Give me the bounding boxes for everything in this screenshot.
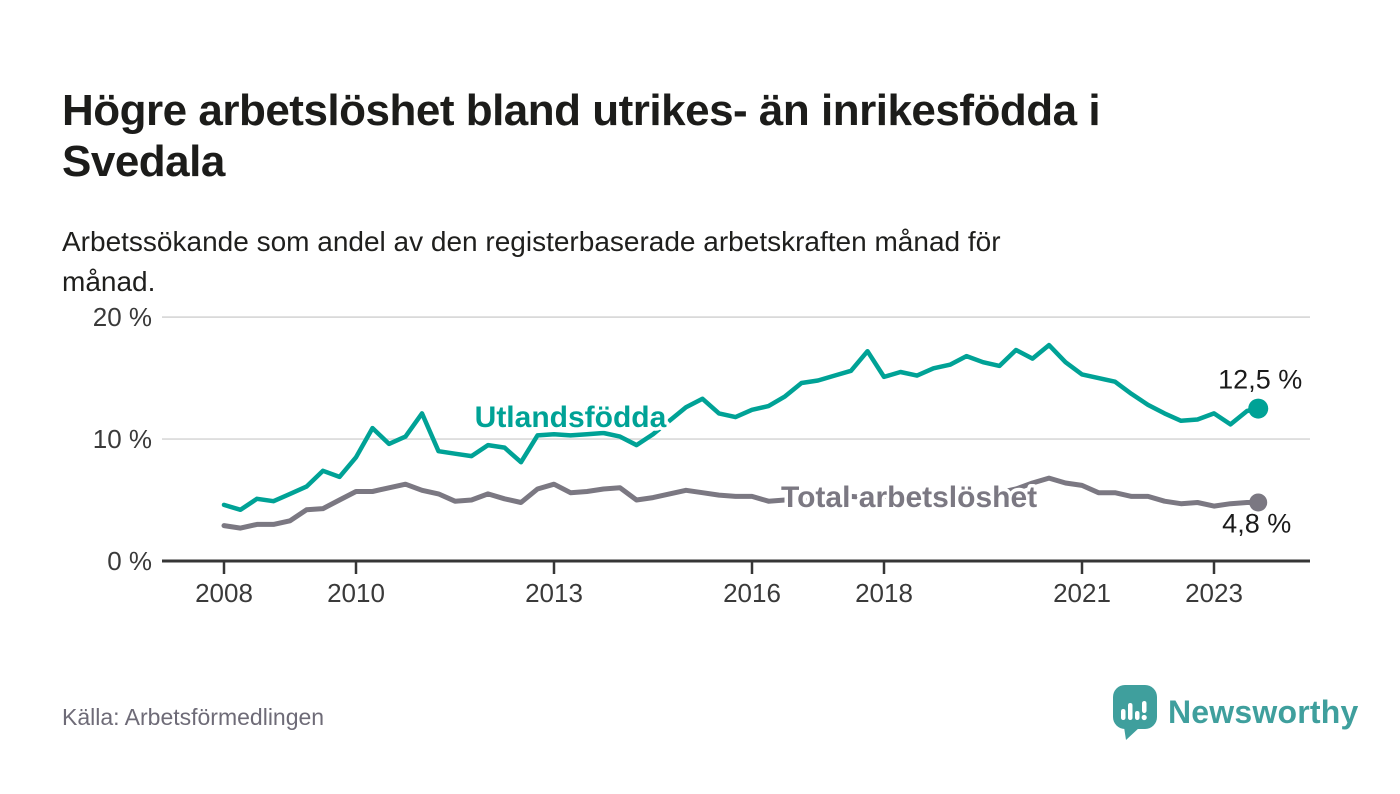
newsworthy-logo: Newsworthy: [1112, 684, 1358, 741]
chart-subtitle: Arbetssökande som andel av den registerb…: [62, 222, 1352, 302]
x-axis-tick-label: 2021: [1053, 578, 1111, 608]
series-line-total: [221, 475, 1261, 531]
series-end-value-label-total: 4,8 %: [1222, 508, 1291, 538]
x-axis-tick-label: 2013: [525, 578, 583, 608]
x-axis-tick-label: 2018: [855, 578, 913, 608]
y-axis-tick-label: 20 %: [93, 302, 152, 332]
x-axis-tick-label: 2016: [723, 578, 781, 608]
y-axis-tick-label: 10 %: [93, 424, 152, 454]
series-line-utlandsfodda: [221, 342, 1261, 513]
page-title-line-2: Svedala: [62, 137, 225, 187]
series-end-value-label-utlandsfodda: 12,5 %: [1218, 365, 1302, 395]
chart-subtitle-line-1: Arbetssökande som andel av den registerb…: [62, 226, 1001, 257]
x-axis-tick-label: 2023: [1185, 578, 1243, 608]
newsworthy-wordmark: Newsworthy: [1168, 694, 1359, 730]
y-axis-tick-label: 0 %: [107, 546, 152, 576]
chart-subtitle-line-2: månad.: [62, 266, 156, 297]
page-title: Högre arbetslöshet bland utrikes- än inr…: [62, 85, 1352, 187]
source-note: Källa: Arbetsförmedlingen: [62, 704, 325, 730]
series-label-total: Total arbetslöshet: [781, 481, 1037, 514]
series-end-dot-total: [1249, 493, 1268, 512]
x-axis-tick-label: 2010: [327, 578, 385, 608]
page-title-line-1: Högre arbetslöshet bland utrikes- än inr…: [62, 86, 1101, 136]
logo-bar-chart-glyph: [1121, 701, 1147, 721]
series-label-utlandsfodda: Utlandsfödda: [475, 401, 667, 434]
x-axis-tick-label: 2008: [195, 578, 253, 608]
series-end-dot-utlandsfodda: [1248, 398, 1269, 419]
newsworthy-speech-bubble-chart-icon: [1113, 685, 1157, 740]
